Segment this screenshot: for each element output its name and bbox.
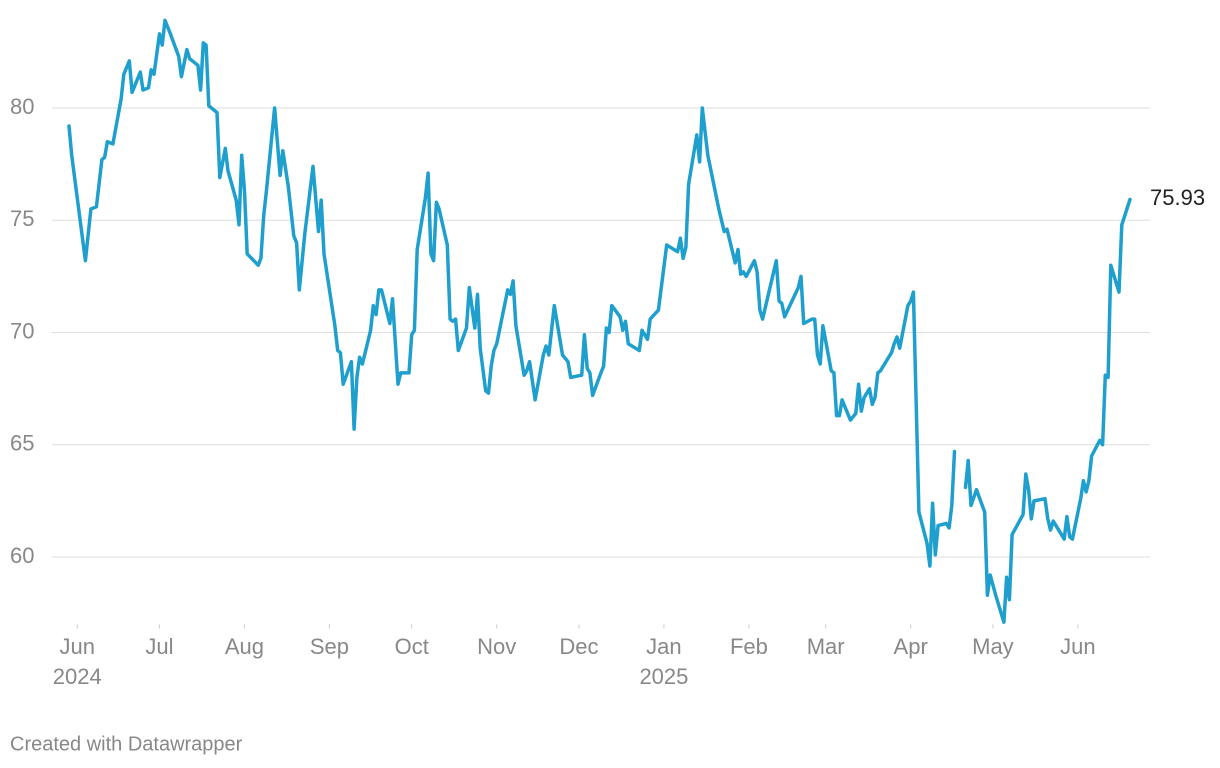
y-tick-label: 65	[10, 431, 34, 456]
line	[67, 18, 1132, 624]
x-tick-label: Jul	[145, 634, 173, 659]
y-tick-label: 80	[10, 94, 34, 119]
y-tick-label: 60	[10, 543, 34, 568]
year-label: 2025	[639, 664, 688, 689]
x-tick-label: Apr	[894, 634, 928, 659]
x-tick-label: Dec	[559, 634, 598, 659]
x-tick-label: May	[972, 634, 1014, 659]
credit: Created with Datawrapper	[10, 733, 243, 755]
x-tick-label: Jun	[1060, 634, 1095, 659]
x-tick-label: Feb	[730, 634, 768, 659]
x-tick-label: Aug	[225, 634, 264, 659]
x-tick-label: Oct	[395, 634, 429, 659]
end-label: 75.93	[1150, 185, 1205, 210]
y-tick-label: 75	[10, 206, 34, 231]
x-tick-label: Jan	[646, 634, 681, 659]
x-tick-label: Nov	[477, 634, 516, 659]
x-tick-label: Jun	[59, 634, 94, 659]
x-tick-label: Mar	[807, 634, 845, 659]
year-label: 2024	[53, 664, 102, 689]
x-tick-label: Sep	[310, 634, 349, 659]
y-tick-label: 70	[10, 318, 34, 343]
